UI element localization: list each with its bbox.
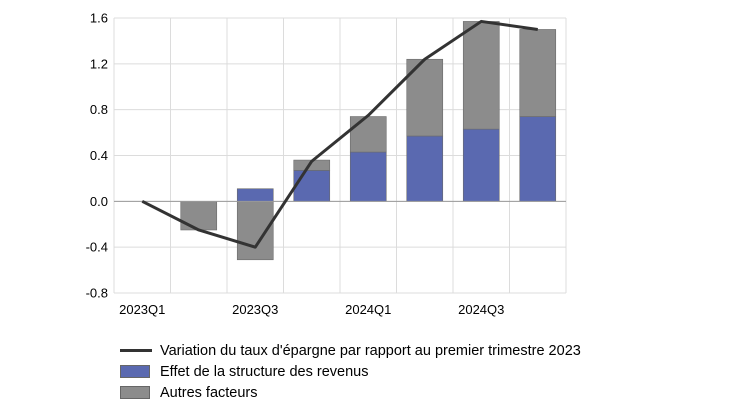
bar-income-structure-2024Q4 [519,116,557,202]
legend-label-other-factors: Autres facteurs [160,384,258,401]
bar-other-factors-2023Q2 [180,201,218,231]
y-tick-label: 1.6 [90,11,108,26]
bar-income-structure-2024Q3 [462,128,500,202]
y-tick-label: 1.2 [90,56,108,71]
legend-swatch-line [120,349,152,352]
legend-swatch-other-factors [120,386,150,399]
legend-item-income-structure: Effet de la structure des revenus [120,361,581,382]
bar-income-structure-2024Q1 [349,151,387,202]
legend-item-other-factors: Autres facteurs [120,382,581,403]
bars-group [180,21,557,261]
x-tick-label: 2023Q3 [232,302,278,317]
y-tick-label: 0.0 [90,194,108,209]
line-series-group [141,19,538,249]
y-tick-label: -0.4 [86,240,108,255]
legend-swatch-income-structure [120,365,150,378]
y-tick-label: 0.8 [90,102,108,117]
bar-other-factors-2024Q2 [406,58,444,137]
y-axis-tick-labels: -0.8 -0.4 0.0 0.4 0.8 1.2 1.6 [86,11,108,301]
bar-income-structure-2023Q3 [236,188,274,202]
x-tick-label: 2024Q1 [345,302,391,317]
chart-canvas: -0.8 -0.4 0.0 0.4 0.8 1.2 1.6 2023Q1 2023Q3 2024… [86,11,567,317]
bar-income-structure-2023Q4 [293,170,331,202]
bar-other-factors-2024Q3 [462,21,500,130]
y-tick-label: 0.4 [90,148,108,163]
grid-lines [113,17,567,294]
line-savings-rate-variation [141,19,538,249]
legend-label-income-structure: Effet de la structure des revenus [160,363,369,380]
y-tick-label: -0.8 [86,286,108,301]
x-tick-label: 2023Q1 [119,302,165,317]
legend-item-line: Variation du taux d'épargne par rapport … [120,340,581,361]
bar-other-factors-2024Q1 [349,116,387,153]
legend: Variation du taux d'épargne par rapport … [120,340,581,403]
legend-label-line: Variation du taux d'épargne par rapport … [160,342,581,359]
bar-other-factors-2024Q4 [519,29,557,117]
x-axis-tick-labels: 2023Q1 2023Q3 2024Q1 2024Q3 [119,302,504,317]
x-tick-label: 2024Q3 [458,302,504,317]
bar-income-structure-2024Q2 [406,135,444,202]
